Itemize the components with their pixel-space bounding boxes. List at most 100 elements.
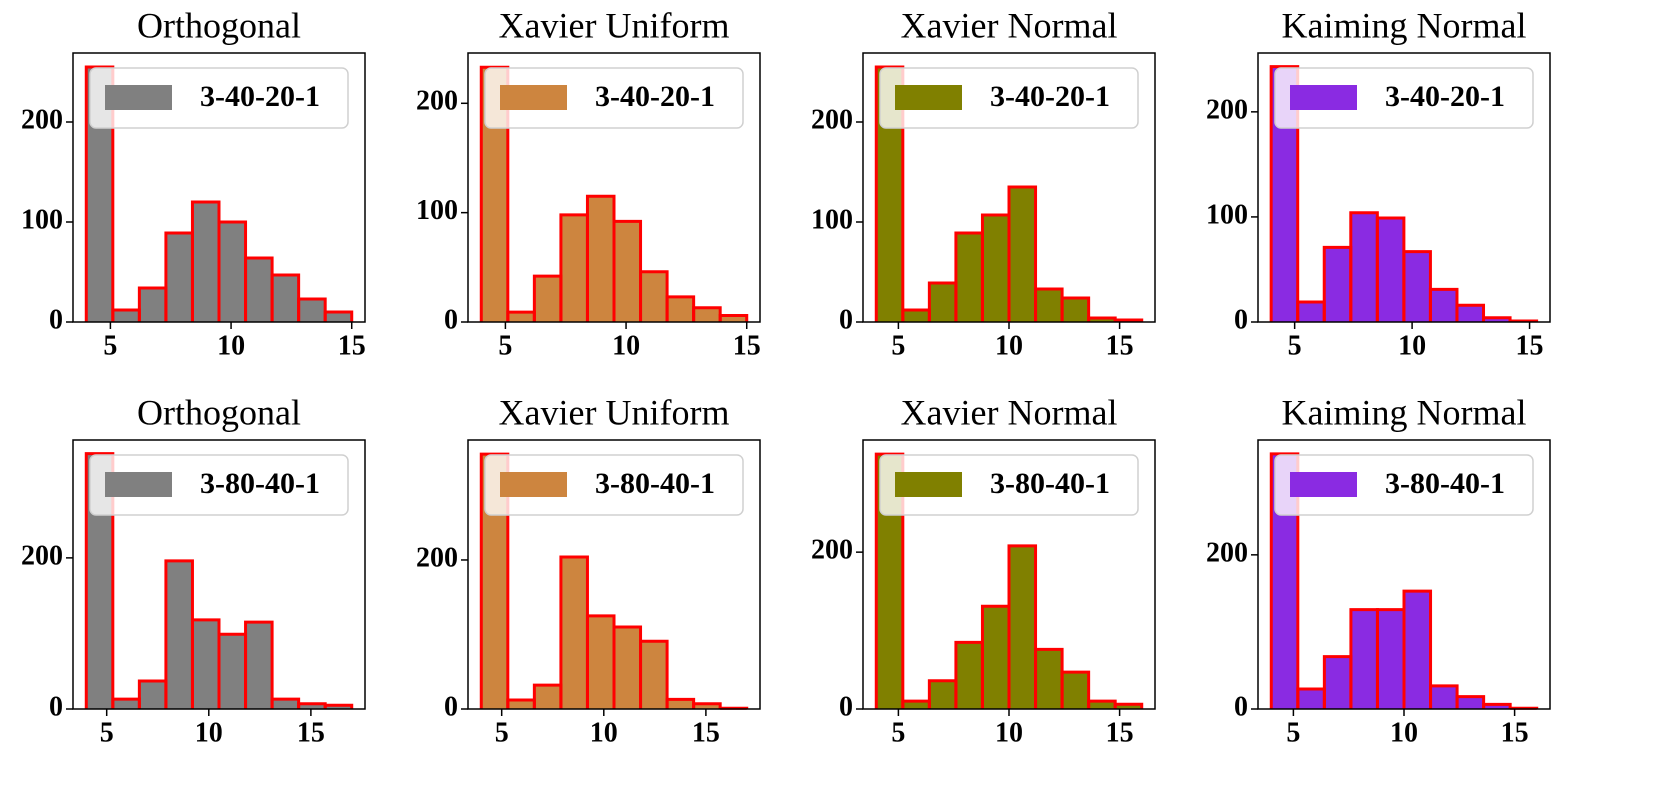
legend-box: [879, 67, 1139, 129]
bar: [1088, 701, 1116, 709]
bar-outline: [1269, 452, 1300, 709]
bar: [1377, 609, 1404, 709]
bar: [1297, 688, 1325, 709]
bar: [1062, 672, 1089, 709]
legend-box: [1274, 454, 1534, 516]
bar: [1035, 649, 1063, 709]
x-tick-label: 15: [733, 330, 761, 361]
panel: Xavier Normal 5 10 15 0 100 200 3-40-20-1: [811, 5, 1156, 361]
legend-label: 3-80-40-1: [1385, 467, 1505, 500]
axes-frame: [467, 52, 761, 323]
y-tick-label: 200: [416, 542, 458, 573]
bar: [219, 222, 246, 322]
y-tick-label: 100: [21, 204, 63, 235]
bar: [1009, 187, 1036, 322]
bar: [614, 627, 641, 709]
bar: [534, 276, 561, 322]
panel-title: Orthogonal: [137, 392, 301, 432]
panel-title: Xavier Uniform: [499, 5, 730, 45]
x-tick-label: 10: [1390, 717, 1418, 748]
y-tick-label: 200: [1206, 94, 1248, 125]
legend-swatch: [105, 472, 172, 497]
bar: [1404, 591, 1431, 709]
bar: [693, 703, 721, 709]
bar: [982, 215, 1009, 322]
bar: [1115, 704, 1142, 709]
x-tick-label: 10: [590, 717, 618, 748]
x-tick-label: 5: [1286, 717, 1300, 748]
x-tick-label: 10: [612, 330, 640, 361]
legend-swatch: [500, 472, 567, 497]
bar: [667, 296, 694, 322]
bar-outline: [1269, 65, 1300, 322]
bar: [1062, 298, 1089, 322]
bar: [1430, 289, 1457, 322]
legend-box: [1274, 67, 1534, 129]
x-tick-label: 5: [495, 717, 509, 748]
bar: [534, 685, 561, 709]
x-tick-label: 5: [891, 717, 905, 748]
bar: [139, 288, 166, 322]
panel: Xavier Uniform 5 10 15 0 100 200 3-40-20-1: [416, 5, 761, 361]
bar: [1297, 302, 1325, 322]
bar: [1377, 217, 1404, 322]
bar-outline: [84, 65, 115, 322]
panel-title: Kaiming Normal: [1282, 392, 1527, 432]
x-tick-label: 15: [1516, 330, 1544, 361]
bar: [929, 680, 956, 709]
x-tick-label: 10: [195, 717, 223, 748]
y-tick-label: 0: [839, 304, 853, 335]
bar: [614, 221, 641, 322]
x-tick-label: 5: [1288, 330, 1302, 361]
y-tick-label: 0: [1234, 304, 1248, 335]
y-tick-label: 200: [811, 104, 853, 135]
x-tick-label: 15: [1106, 330, 1134, 361]
legend-label: 3-40-20-1: [595, 80, 715, 113]
bar: [139, 681, 166, 709]
legend-label: 3-40-20-1: [990, 80, 1110, 113]
axes-frame: [1257, 52, 1551, 323]
bar: [982, 606, 1009, 709]
y-tick-label: 100: [1206, 199, 1248, 230]
bar: [112, 699, 140, 709]
bar-outline: [1402, 589, 1433, 709]
y-tick-label: 200: [21, 104, 63, 135]
y-tick-label: 0: [49, 691, 63, 722]
x-tick-label: 15: [1501, 717, 1529, 748]
panel: Orthogonal 5 10 15 0 200 3-80-40-1: [21, 392, 366, 748]
panel-title: Orthogonal: [137, 5, 301, 45]
bar-outline: [1113, 702, 1144, 709]
bar: [902, 701, 930, 709]
axes-frame: [72, 439, 366, 710]
y-tick-label: 0: [1234, 691, 1248, 722]
bar: [1483, 704, 1511, 709]
bar-outline: [718, 313, 749, 322]
bar: [955, 233, 983, 322]
axes-frame: [467, 439, 761, 710]
bar-outline: [692, 702, 722, 709]
bar: [1483, 317, 1511, 322]
legend-label: 3-40-20-1: [1385, 80, 1505, 113]
legend-swatch: [895, 85, 962, 110]
bar: [325, 705, 352, 709]
bar-outline: [244, 620, 274, 709]
panel-title: Xavier Normal: [901, 392, 1118, 432]
legend-box: [89, 454, 349, 516]
bar: [112, 310, 140, 322]
legend-swatch: [105, 85, 172, 110]
bar: [587, 196, 614, 322]
legend-swatch: [1290, 472, 1357, 497]
bar: [298, 703, 326, 709]
x-tick-label: 5: [891, 330, 905, 361]
x-tick-label: 5: [100, 717, 114, 748]
bar: [640, 271, 668, 322]
x-tick-label: 5: [103, 330, 117, 361]
bar: [1456, 305, 1484, 322]
y-tick-label: 200: [416, 86, 458, 117]
legend-label: 3-40-20-1: [200, 80, 320, 113]
panel: Kaiming Normal 5 10 15 0 100 200 3-40-20-1: [1206, 5, 1551, 361]
bar-outline: [323, 310, 354, 322]
bar-outline: [1007, 185, 1038, 322]
bar: [192, 202, 219, 322]
